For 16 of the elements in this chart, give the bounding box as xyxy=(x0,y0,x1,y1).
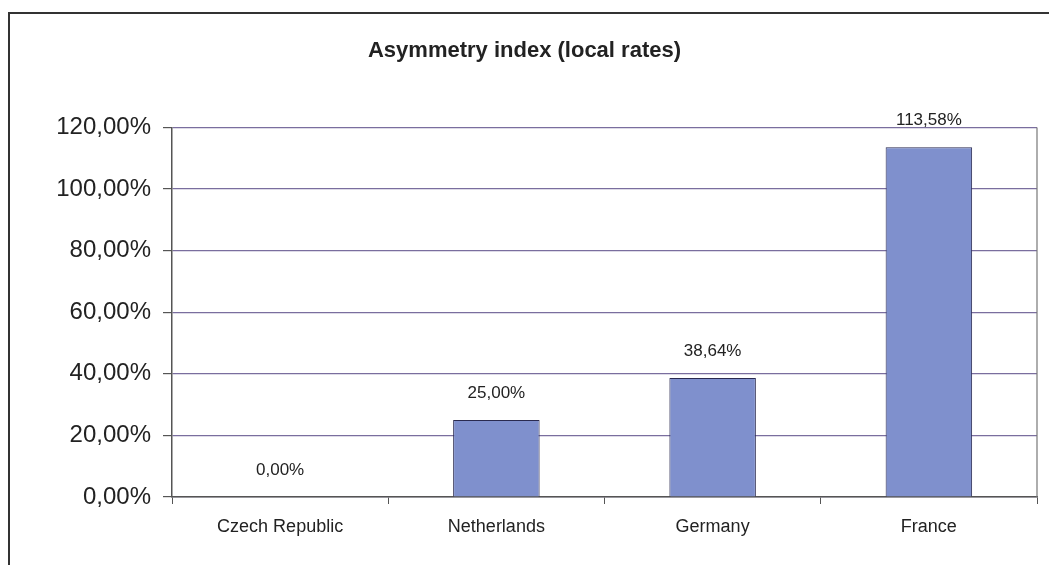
data-label: 38,64% xyxy=(683,341,742,361)
y-tick-label: 40,00% xyxy=(69,358,151,386)
y-tick-label: 80,00% xyxy=(69,235,151,263)
y-tick-label: 20,00% xyxy=(69,420,151,448)
y-tick-label: 100,00% xyxy=(56,173,151,201)
data-label: 25,00% xyxy=(467,383,526,403)
chart-title: Asymmetry index (local rates) xyxy=(367,37,682,63)
data-label: 0,00% xyxy=(256,460,305,480)
x-tick-label: France xyxy=(900,515,957,536)
x-tick-label: Netherlands xyxy=(447,515,545,536)
y-tick-label: 0,00% xyxy=(82,481,151,509)
x-tick-label: Czech Republic xyxy=(217,515,344,536)
data-label: 113,58% xyxy=(895,110,962,130)
x-tick-label: Germany xyxy=(675,515,750,536)
y-tick-label: 60,00% xyxy=(69,296,151,324)
y-tick-label: 120,00% xyxy=(56,112,151,140)
